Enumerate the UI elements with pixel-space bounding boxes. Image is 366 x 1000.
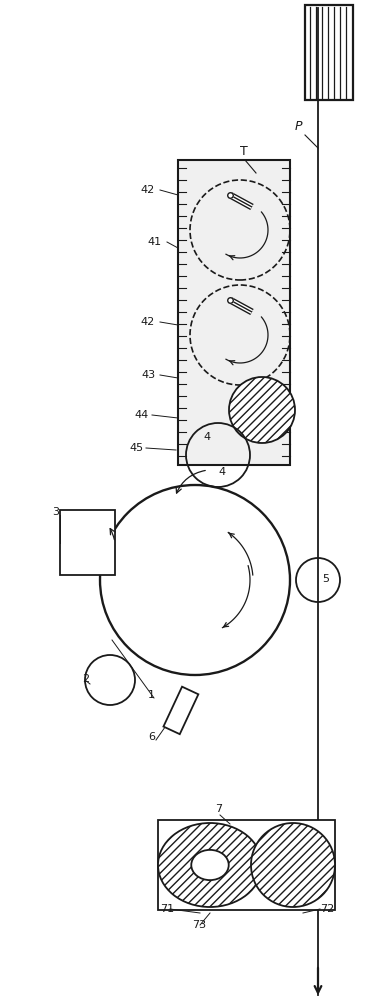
Text: 42: 42 xyxy=(141,185,155,195)
Text: 42: 42 xyxy=(141,317,155,327)
Text: 4: 4 xyxy=(218,467,225,477)
Text: 44: 44 xyxy=(135,410,149,420)
Text: 72: 72 xyxy=(320,904,334,914)
Text: 43: 43 xyxy=(141,370,155,380)
Bar xyxy=(178,160,290,465)
Bar xyxy=(305,5,353,100)
Text: 4: 4 xyxy=(203,432,210,442)
Text: 71: 71 xyxy=(160,904,174,914)
Text: T: T xyxy=(240,145,248,158)
Bar xyxy=(60,510,115,575)
Ellipse shape xyxy=(158,823,262,907)
Text: 45: 45 xyxy=(129,443,143,453)
Text: 41: 41 xyxy=(148,237,162,247)
Text: 2: 2 xyxy=(82,674,89,684)
Text: 73: 73 xyxy=(192,920,206,930)
Circle shape xyxy=(229,377,295,443)
Text: P: P xyxy=(295,120,303,133)
Ellipse shape xyxy=(191,850,229,880)
Text: 3: 3 xyxy=(52,507,59,517)
Bar xyxy=(158,820,335,910)
Text: 7: 7 xyxy=(215,804,222,814)
Text: 5: 5 xyxy=(322,574,329,584)
Bar xyxy=(164,687,198,734)
Text: 6: 6 xyxy=(148,732,155,742)
Text: 1: 1 xyxy=(148,690,155,700)
Ellipse shape xyxy=(251,823,335,907)
